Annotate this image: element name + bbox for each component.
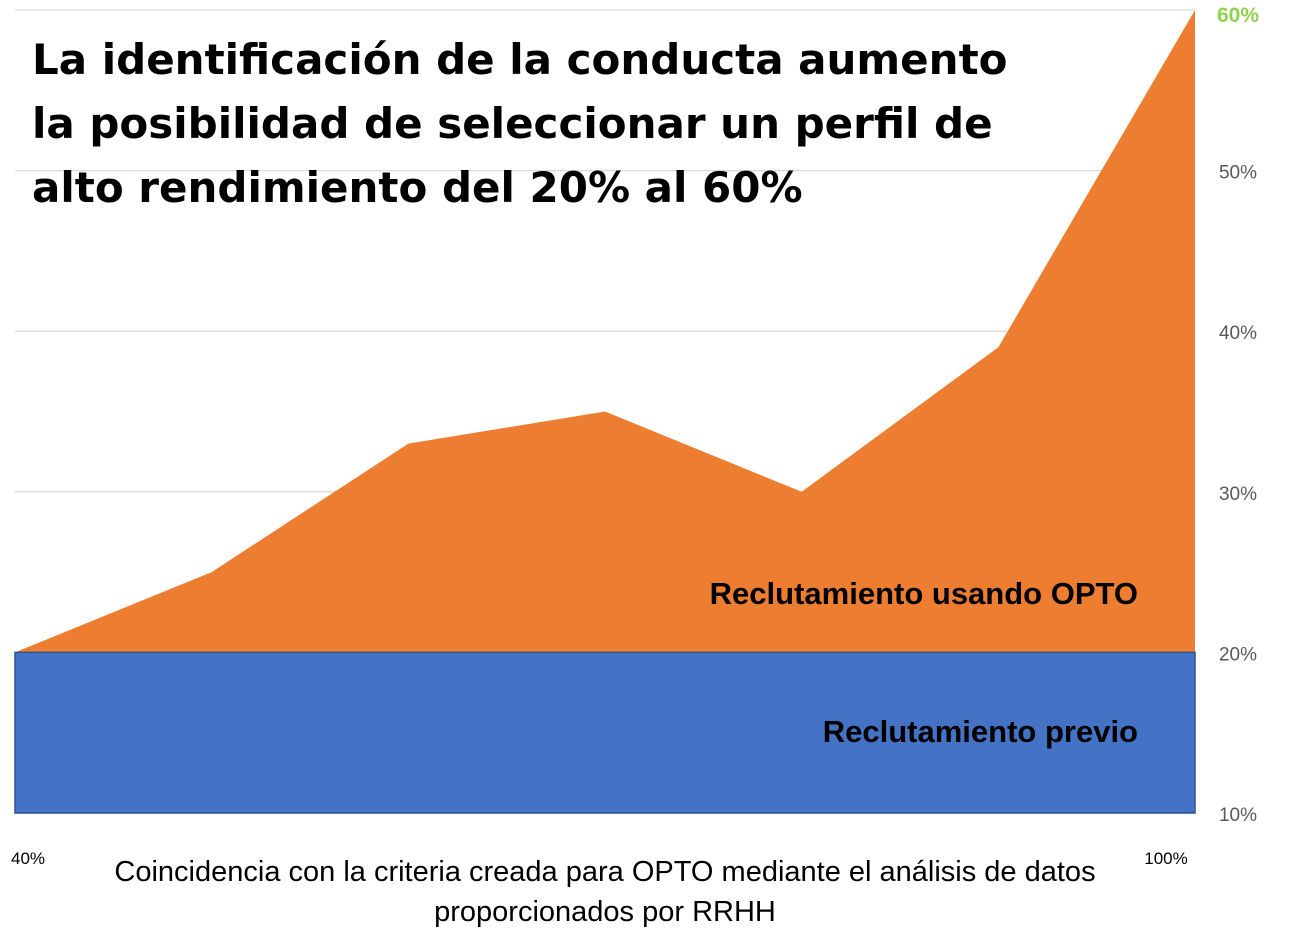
y-axis-ticks: 10% 20% 30% 40% 50% 60% [1217, 4, 1259, 826]
y-tick-label: 10% [1219, 805, 1257, 826]
chart-title-line: La identificación de la conducta aumento [32, 35, 1008, 84]
x-axis-ticks: 40% 100% [11, 849, 1188, 868]
x-tick-label: 40% [11, 849, 45, 868]
x-axis-label: Coincidencia con la criteria creada para… [114, 856, 1096, 928]
x-tick-label: 100% [1144, 849, 1187, 868]
y-tick-label: 20% [1219, 644, 1257, 665]
area-reclutamiento-opto [15, 10, 1195, 813]
area-reclutamiento-previo [14, 651, 1196, 814]
y-tick-label: 50% [1219, 163, 1257, 184]
y-tick-label: 40% [1219, 323, 1257, 344]
y-tick-label: 30% [1219, 484, 1257, 505]
chart-title: La identificación de la conducta aumento… [32, 28, 1032, 220]
y-tick-label: 60% [1217, 4, 1259, 27]
series-label-previo: Reclutamiento previo [822, 714, 1138, 749]
chart-title-line: la posibilidad de seleccionar un perfil … [32, 99, 993, 148]
plot-area [14, 10, 1196, 814]
series-label-opto: Reclutamiento usando OPTO [709, 576, 1138, 611]
chart-title-line: alto rendimiento del 20% al 60% [32, 163, 803, 212]
